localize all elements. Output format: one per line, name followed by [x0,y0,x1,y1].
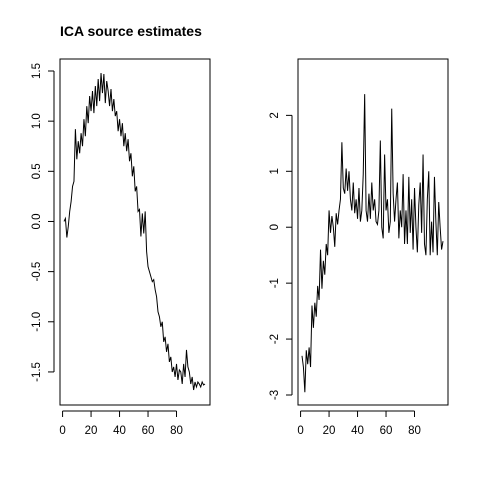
left-y-tick-label: 1.0 [31,113,43,129]
left-x-tick-label: 60 [142,425,155,437]
right-y-tick-label: -3 [269,390,281,400]
right-y-tick-label: -2 [269,334,281,344]
left-plot-frame [59,58,211,406]
left-y-tick-label: -1.0 [31,312,43,332]
right-x-tick-label: 80 [408,425,421,437]
left-y-tick-label: -0.5 [31,262,43,282]
right-y-tick-label: 1 [269,168,281,174]
left-y-tick-label: 0.5 [31,163,43,179]
chart-title: ICA source estimates [60,23,202,39]
right-y-tick-label: 2 [269,112,281,118]
right-plot-frame [297,58,449,406]
left-y-axis: -1.5 -1.0 -0.5 0.0 0.5 1.0 1.5 [31,63,55,382]
left-x-axis: 0 20 40 60 80 [59,410,183,437]
right-panel: 0 20 40 60 80 -3 -2 -1 0 1 2 [269,58,449,437]
right-x-tick-label: 40 [351,425,364,437]
left-x-tick-label: 20 [85,425,98,437]
right-x-tick-label: 0 [297,425,303,437]
left-y-tick-label: 1.5 [31,63,43,79]
right-x-axis: 0 20 40 60 80 [297,410,421,437]
right-x-tick-label: 60 [380,425,393,437]
right-y-axis: -3 -2 -1 0 1 2 [269,112,293,400]
left-series-line [63,72,206,391]
right-series-line [301,94,444,393]
left-y-tick-label: -1.5 [31,362,43,382]
left-y-tick-label: 0.0 [31,213,43,229]
left-x-tick-label: 40 [113,425,126,437]
right-x-tick-label: 20 [323,425,336,437]
left-panel: 0 20 40 60 80 -1.5 -1.0 -0.5 0.0 0.5 1.0 1.5 [31,58,211,437]
right-y-tick-label: -1 [269,278,281,288]
left-x-tick-label: 80 [170,425,183,437]
left-x-tick-label: 0 [59,425,65,437]
right-y-tick-label: 0 [269,224,281,230]
